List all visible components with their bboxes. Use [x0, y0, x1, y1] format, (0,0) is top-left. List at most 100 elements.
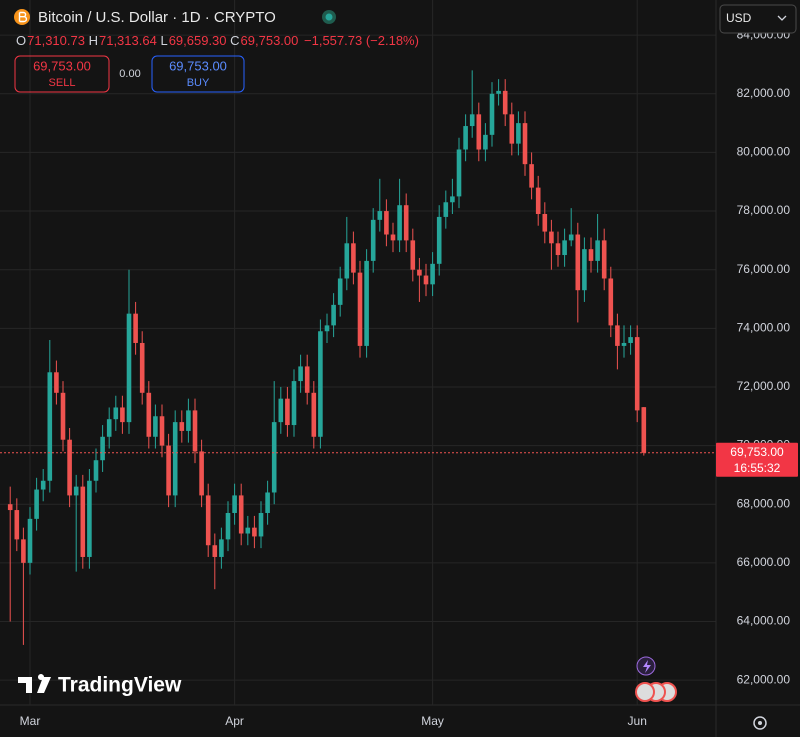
candle-body [344, 243, 350, 279]
x-axis: Mar Apr May Jun [20, 714, 647, 728]
events[interactable] [635, 656, 677, 702]
sell-label[interactable]: SELL [49, 77, 76, 89]
candle-body [370, 219, 376, 261]
sell-price[interactable]: 69,753.00 [33, 58, 91, 73]
candle-body [483, 134, 488, 150]
candle-body [582, 249, 587, 291]
y-tick-label: 80,000.00 [737, 145, 791, 159]
candle-body [628, 337, 633, 343]
y-tick-label: 74,000.00 [737, 320, 791, 334]
candle-body [337, 278, 343, 305]
y-tick-label: 62,000.00 [737, 672, 791, 686]
candle-body [575, 234, 581, 291]
ohlc-key: O [16, 33, 26, 48]
candle-body [192, 410, 198, 452]
buy-box[interactable] [151, 55, 245, 93]
candle-body [476, 114, 482, 150]
buy-price[interactable]: 69,753.00 [169, 58, 227, 73]
x-tick-label: Jun [628, 714, 647, 728]
price-label-box [716, 442, 798, 477]
candle-body [146, 392, 152, 437]
candle-body [278, 398, 284, 423]
candle-body [568, 234, 574, 241]
candle-body [608, 278, 614, 326]
logo: TradingView [18, 674, 182, 697]
sell-button[interactable]: 69,753.00 SELL [14, 55, 110, 93]
candle-body [463, 126, 468, 150]
candle-body [509, 114, 515, 144]
candle-body [186, 410, 191, 431]
y-tick-label: 82,000.00 [737, 86, 791, 100]
candle-body [443, 202, 449, 217]
candle-body [351, 243, 356, 273]
candle-body [133, 313, 138, 343]
ohlc-value: 69,659.30 [169, 33, 227, 48]
event-glyph[interactable] [643, 660, 651, 673]
candle-body [403, 205, 409, 241]
y-tick-label: 68,000.00 [737, 496, 791, 510]
candle-body [67, 439, 72, 496]
candle-body [450, 196, 455, 203]
candle-body [166, 445, 171, 496]
candle-body [245, 527, 251, 534]
buy-label[interactable]: BUY [187, 77, 210, 89]
candle-body [410, 240, 416, 270]
candle-body [219, 539, 224, 557]
logo-text: TradingView [58, 674, 182, 697]
candle-body [27, 518, 33, 563]
candle-body [179, 422, 185, 431]
candle-body [153, 416, 158, 437]
y-tick-label: 78,000.00 [737, 203, 791, 217]
sell-box[interactable] [14, 55, 110, 93]
candle-body [232, 495, 237, 513]
y-tick-label: 66,000.00 [737, 555, 791, 569]
candle-body [21, 539, 26, 563]
chevron[interactable] [777, 15, 787, 21]
candle-body [7, 504, 13, 511]
currency[interactable]: USD [726, 11, 752, 25]
candle-body [555, 243, 561, 256]
candle-body [522, 123, 528, 165]
candle-body [311, 392, 317, 437]
candle-body [93, 460, 99, 481]
candle-body [535, 187, 541, 214]
candle-body [417, 269, 422, 276]
currency-box[interactable] [719, 4, 797, 34]
candle-body [496, 90, 501, 94]
candle-body [364, 260, 369, 346]
event-flag[interactable] [635, 682, 655, 702]
settings-dot[interactable] [758, 721, 762, 725]
candle-body [113, 407, 119, 420]
candle-body [212, 545, 218, 557]
buy-button[interactable]: 69,753.00 BUY [151, 55, 245, 93]
price-label: 69,753.00 16:55:32 [716, 442, 798, 477]
price-label-value: 69,753.00 [730, 445, 784, 459]
candle-body [621, 342, 627, 346]
candle-body [73, 486, 79, 496]
candle-body [562, 240, 567, 256]
settings-icon[interactable] [753, 716, 767, 730]
candle-body [87, 480, 92, 557]
market-status-dot [325, 13, 333, 21]
candle-body [601, 240, 607, 279]
ohlc-value: 71,313.64 [99, 33, 157, 48]
candle-body [615, 325, 620, 346]
countdown: 16:55:32 [734, 461, 781, 475]
candle-body [529, 164, 534, 188]
candle-body [100, 436, 105, 461]
candle-body [40, 480, 46, 490]
candle-body [324, 325, 330, 332]
ohlc-key: H [89, 33, 98, 48]
ohlc-key: L [160, 33, 167, 48]
candle-body [357, 272, 363, 346]
currency-select[interactable]: USD [719, 4, 797, 34]
candle-body [595, 240, 600, 261]
candle-body [390, 234, 396, 241]
settings[interactable] [753, 716, 767, 730]
candle-body [47, 372, 53, 481]
candle-body [641, 407, 647, 453]
candle-body [318, 331, 323, 437]
candle-body [516, 123, 521, 144]
